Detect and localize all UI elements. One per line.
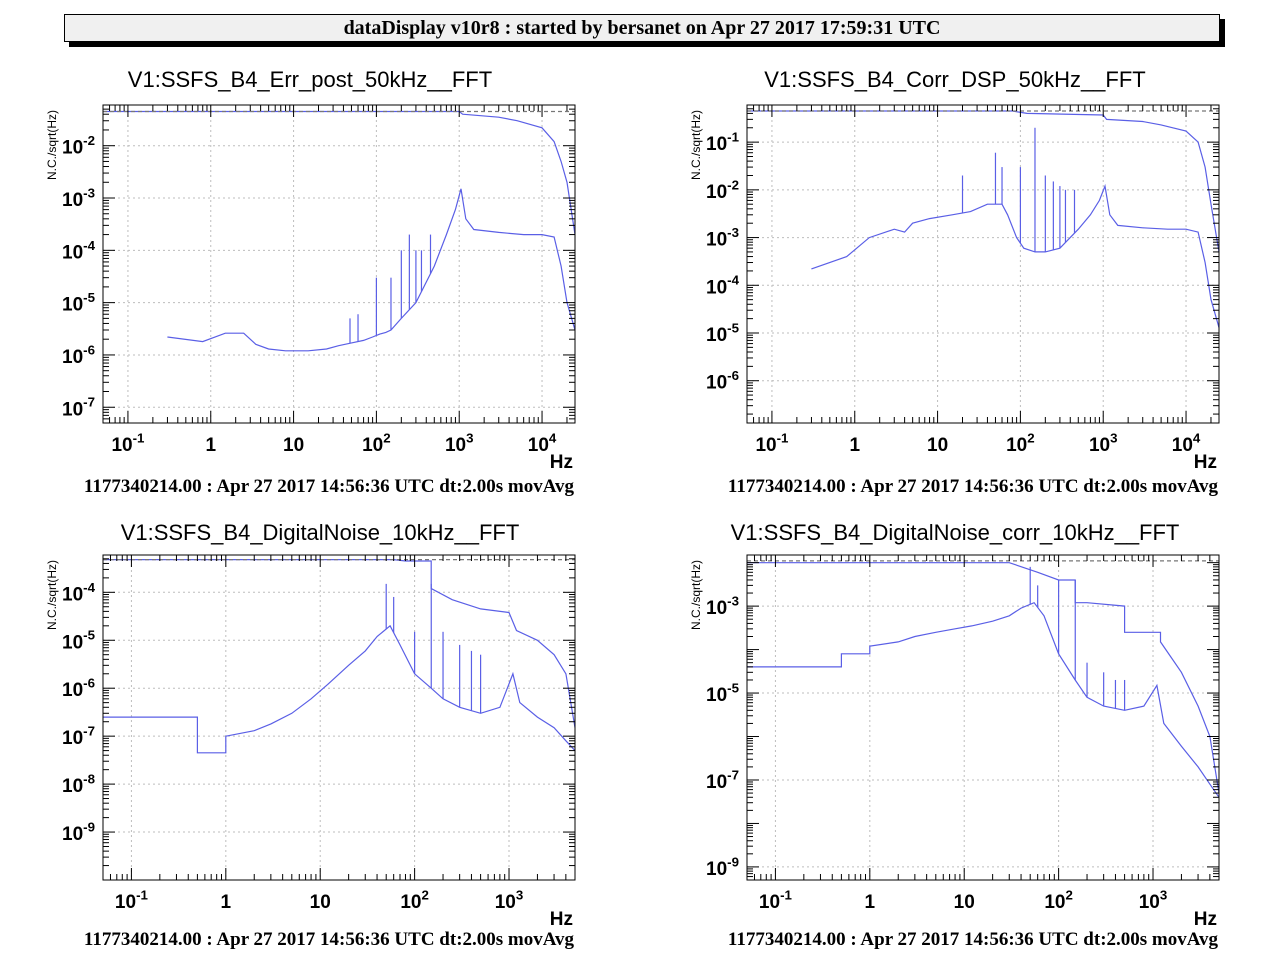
- trace-group: [747, 110, 1219, 328]
- series-line-1: [747, 601, 1219, 798]
- chart-title: V1:SSFS_B4_DigitalNoise_10kHz__FFT: [121, 520, 520, 545]
- y-tick-label: 10-4: [706, 273, 740, 299]
- x-tick-label: 1: [221, 892, 232, 913]
- chart-title: V1:SSFS_B4_DigitalNoise_corr_10kHz__FFT: [731, 520, 1180, 545]
- y-tick-label: 10-4: [62, 580, 96, 606]
- y-tick-label: 10-1: [706, 130, 740, 156]
- x-tick-label: 10-1: [755, 430, 789, 456]
- y-tick-label: 10-3: [706, 225, 739, 251]
- x-axis-label: Hz: [1194, 452, 1217, 473]
- chart-title: V1:SSFS_B4_Corr_DSP_50kHz__FFT: [764, 67, 1146, 92]
- chart-timestamp-footer: 1177340214.00 : Apr 27 2017 14:56:36 UTC…: [728, 476, 1219, 497]
- y-axis-label: N.C./sqrt(Hz): [689, 110, 703, 180]
- x-tick-label: 102: [1006, 430, 1035, 456]
- x-tick-label: 104: [1172, 430, 1201, 456]
- x-axis-label: Hz: [550, 452, 573, 473]
- y-tick-label: 10-7: [62, 395, 95, 421]
- y-tick-label: 10-9: [62, 820, 95, 846]
- trace-group: [103, 558, 575, 754]
- series-line-2: [747, 110, 1219, 252]
- x-tick-label: 10: [310, 892, 331, 913]
- x-tick-label: 10: [954, 892, 975, 913]
- x-tick-label: 103: [1089, 430, 1118, 456]
- x-tick-label: 104: [528, 430, 557, 456]
- chart-title: V1:SSFS_B4_Err_post_50kHz__FFT: [128, 67, 492, 92]
- y-tick-label: 10-3: [706, 594, 739, 620]
- x-tick-label: 10: [927, 435, 948, 456]
- chart-panel-2: V1:SSFS_B4_Corr_DSP_50kHz__FFT 10-1 1 10 102…: [689, 67, 1220, 497]
- x-tick-label: 10-1: [115, 887, 149, 913]
- series-line-2: [103, 558, 575, 728]
- y-tick-label: 10-5: [706, 320, 740, 346]
- window-title-banner: dataDisplay v10r8 : started by bersanet …: [64, 14, 1220, 42]
- chart-panel-4: V1:SSFS_B4_DigitalNoise_corr_10kHz__FFT 1…: [689, 520, 1220, 950]
- y-axis-label: N.C./sqrt(Hz): [45, 110, 59, 180]
- chart-timestamp-footer: 1177340214.00 : Apr 27 2017 14:56:36 UTC…: [728, 929, 1219, 950]
- x-tick-label: 10-1: [759, 887, 793, 913]
- plot-frame: [102, 554, 576, 881]
- y-tick-label: 10-5: [62, 290, 96, 316]
- x-tick-label: 102: [1044, 887, 1073, 913]
- y-tick-label: 10-3: [62, 185, 95, 211]
- y-tick-label: 10-2: [706, 177, 739, 203]
- trace-group: [747, 560, 1219, 798]
- chart-timestamp-footer: 1177340214.00 : Apr 27 2017 14:56:36 UTC…: [84, 929, 575, 950]
- series-line-1: [811, 183, 1219, 328]
- plot-frame: [746, 104, 1220, 424]
- y-tick-label: 10-6: [706, 368, 739, 394]
- series-line-1: [167, 188, 575, 352]
- y-axis-label: N.C./sqrt(Hz): [45, 560, 59, 630]
- x-tick-label: 1: [865, 892, 876, 913]
- x-tick-label: 10: [283, 435, 304, 456]
- y-tick-label: 10-5: [62, 628, 96, 654]
- x-tick-label: 1: [849, 435, 860, 456]
- y-tick-label: 10-6: [62, 676, 95, 702]
- chart-timestamp-footer: 1177340214.00 : Apr 27 2017 14:56:36 UTC…: [84, 476, 575, 497]
- series-line-1: [103, 624, 575, 754]
- series-line-2: [103, 110, 575, 235]
- x-axis-label: Hz: [1194, 909, 1217, 930]
- series-line-2: [747, 562, 1219, 794]
- y-tick-label: 10-9: [706, 854, 739, 880]
- x-tick-label: 1: [205, 435, 216, 456]
- trace-group: [103, 110, 575, 352]
- chart-panel-1: V1:SSFS_B4_Err_post_50kHz__FFT 10-1 1 10 102…: [45, 67, 576, 497]
- x-tick-label: 10-1: [111, 430, 145, 456]
- plot-frame: [102, 104, 576, 424]
- x-tick-label: 102: [400, 887, 429, 913]
- x-tick-label: 102: [362, 430, 391, 456]
- x-tick-label: 103: [495, 887, 524, 913]
- x-tick-label: 103: [1139, 887, 1168, 913]
- x-axis-label: Hz: [550, 909, 573, 930]
- y-tick-label: 10-5: [706, 681, 740, 707]
- y-axis-label: N.C./sqrt(Hz): [689, 560, 703, 630]
- x-tick-label: 103: [445, 430, 474, 456]
- y-tick-label: 10-8: [62, 772, 95, 798]
- y-tick-label: 10-6: [62, 342, 95, 368]
- y-tick-label: 10-2: [62, 133, 95, 159]
- plot-frame: [746, 554, 1220, 881]
- y-tick-label: 10-4: [62, 238, 96, 264]
- y-tick-label: 10-7: [706, 767, 739, 793]
- y-tick-label: 10-7: [62, 724, 95, 750]
